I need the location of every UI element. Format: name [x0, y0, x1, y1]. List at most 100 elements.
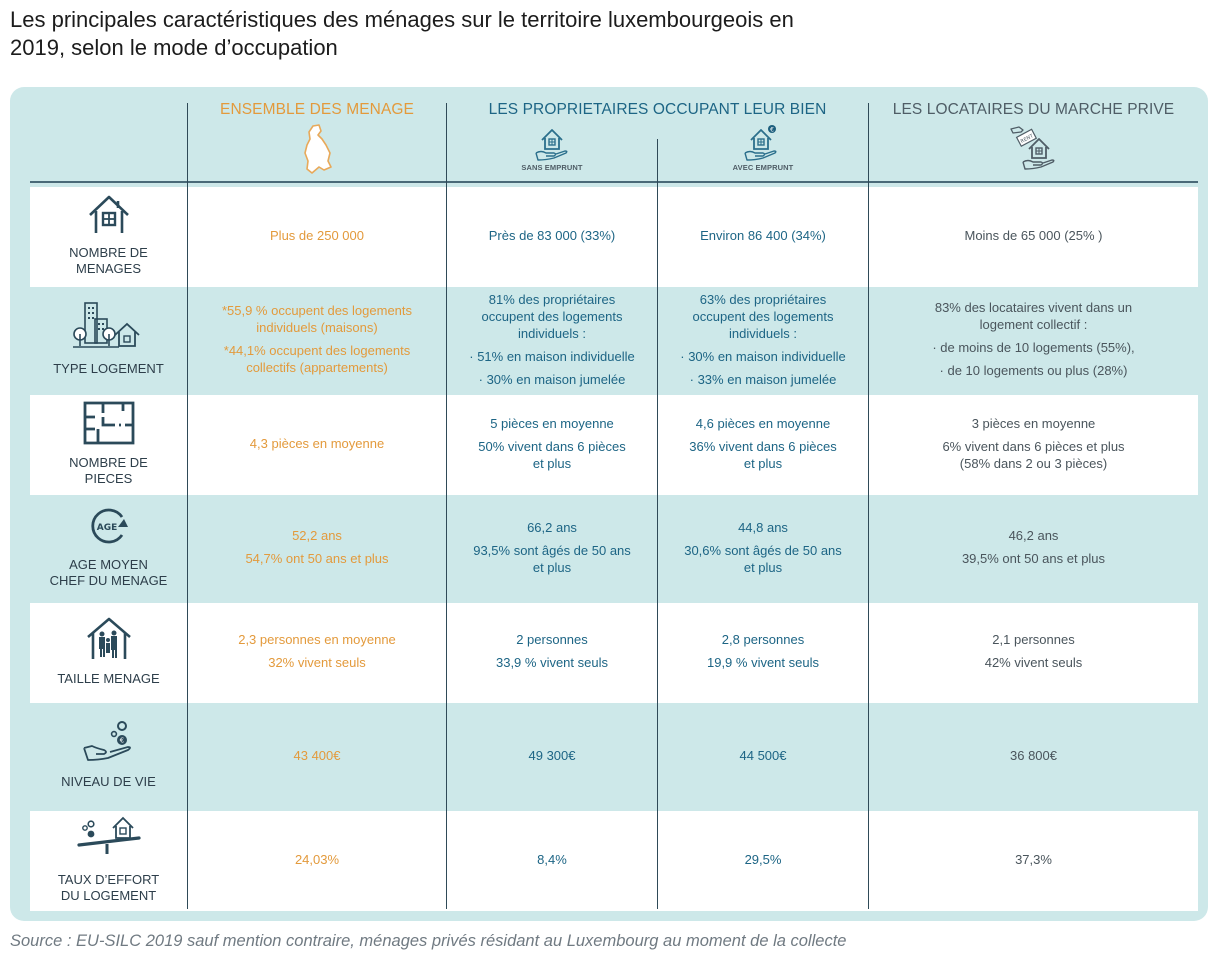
cell-text: occupent des logements — [692, 308, 834, 324]
cell-sans-emprunt: 66,2 ans 93,5% sont âgés de 50 ans et plus — [447, 495, 657, 599]
table-row: NOMBRE DE MENAGES Plus de 250 000 Près de 8… — [30, 183, 1198, 287]
house-icon — [84, 193, 134, 241]
column-divider-1 — [187, 103, 188, 909]
cell-text: individuels (maisons) — [256, 320, 378, 335]
column-divider-2 — [446, 103, 447, 909]
row-label: PIECES — [84, 471, 133, 486]
cell-locataires: 3 pièces en moyenne 6% vivent dans 6 pièc… — [869, 391, 1198, 495]
cell-text: · 30% en maison individuelle — [680, 348, 846, 364]
cell-text: · 51% en maison individuelle — [469, 348, 635, 364]
family-house-icon — [84, 615, 134, 667]
cell-text: *44,1% occupent des logements — [223, 343, 411, 358]
cell-text: 63% des propriétaires — [699, 291, 827, 307]
header-proprietaires: LES PROPRIETAIRES OCCUPANT LEUR BIEN — [447, 101, 868, 119]
cell-text: 33,9 % vivent seuls — [495, 655, 608, 670]
age-cycle-icon: AGE — [86, 505, 132, 553]
cell-avec-emprunt: 4,6 pièces en moyenne 36% vivent dans 6 p… — [658, 391, 868, 495]
cell-text: 36% vivent dans 6 pièces — [689, 438, 837, 454]
row-header: AGE AGE MOYEN CHEF DU MENAGE — [30, 495, 187, 599]
row-header: NOMBRE DE PIECES — [30, 391, 187, 495]
cell-ensemble: 2,3 personnes en moyenne 32% vivent seuls — [188, 599, 446, 703]
cell-text: · de moins de 10 logements (55%), — [932, 340, 1135, 355]
header-avec-emprunt-label: AVEC EMPRUNT — [732, 163, 794, 172]
cell-text: 8,4% — [537, 851, 567, 867]
table-row: TAUX D’EFFORT DU LOGEMENT 24,03% 8,4% 29,5% 3… — [30, 807, 1198, 911]
row-label: DU LOGEMENT — [60, 888, 157, 903]
row-label: AGE MOYEN — [69, 557, 148, 572]
cell-ensemble: 24,03% — [188, 807, 446, 911]
svg-text:€: € — [770, 126, 774, 133]
cell-text: 42% vivent seuls — [984, 655, 1083, 670]
row-header: NOMBRE DE MENAGES — [30, 183, 187, 287]
table-row: € NIVEAU DE VIE 43 400€ 49 300€ 44 500€ 36 8… — [30, 703, 1198, 807]
cell-sans-emprunt: Près de 83 000 (33%) — [447, 183, 657, 287]
table-row: TAILLE MENAGE 2,3 personnes en moyenne 32%… — [30, 599, 1198, 703]
page-title: Les principales caractéristiques des mén… — [10, 6, 1110, 62]
row-label: TAILLE MENAGE — [57, 671, 160, 686]
row-label: CHEF DU MENAGE — [49, 573, 168, 588]
cell-sans-emprunt: 81% des propriétaires occupent des logeme… — [447, 287, 657, 391]
cell-text: *55,9 % occupent des logements — [221, 303, 413, 318]
cell-sans-emprunt: 8,4% — [447, 807, 657, 911]
cell-text: 4,6 pièces en moyenne — [695, 415, 831, 431]
header-sans-emprunt: SANS EMPRUNT — [447, 123, 657, 172]
cell-text: individuels : — [518, 325, 586, 341]
cell-ensemble: Plus de 250 000 — [188, 183, 446, 287]
table-row: TYPE LOGEMENT *55,9 % occupent des logeme… — [30, 287, 1198, 391]
header-ensemble: ENSEMBLE DES MENAGE — [188, 101, 446, 175]
cell-text: 54,7% ont 50 ans et plus — [245, 551, 389, 566]
column-divider-4 — [868, 103, 869, 909]
cell-avec-emprunt: 29,5% — [658, 807, 868, 911]
cell-sans-emprunt: 5 pièces en moyenne 50% vivent dans 6 piè… — [447, 391, 657, 495]
cell-text: 32% vivent seuls — [268, 655, 366, 670]
header-avec-emprunt: € AVEC EMPRUNT — [658, 123, 868, 172]
cell-avec-emprunt: Environ 86 400 (34%) — [658, 183, 868, 287]
cell-text: logement collectif : — [979, 317, 1088, 332]
cell-avec-emprunt: 2,8 personnes 19,9 % vivent seuls — [658, 599, 868, 703]
row-header: TYPE LOGEMENT — [30, 287, 187, 391]
cell-text: 4,3 pièces en moyenne — [249, 435, 385, 451]
cell-text: 44 500€ — [739, 747, 787, 763]
cell-text: · de 10 logements ou plus (28%) — [939, 363, 1128, 378]
cell-text: 52,2 ans — [292, 528, 342, 543]
floor-plan-icon — [81, 399, 137, 451]
row-label: NIVEAU DE VIE — [61, 774, 156, 789]
cell-text: individuels : — [729, 325, 797, 341]
cell-text: Moins de 65 000 (25% ) — [964, 227, 1103, 243]
cell-ensemble: *55,9 % occupent des logements individuel… — [188, 287, 446, 391]
row-label: NOMBRE DE — [69, 245, 148, 260]
cell-locataires: 36 800€ — [869, 703, 1198, 807]
cell-text: 2,8 personnes — [721, 632, 805, 647]
cell-locataires: 37,3% — [869, 807, 1198, 911]
cell-avec-emprunt: 63% des propriétaires occupent des logeme… — [658, 287, 868, 391]
cell-text: 30,6% sont âgés de 50 ans — [684, 542, 842, 558]
cell-text: et plus — [532, 455, 572, 471]
cell-text: 24,03% — [294, 851, 340, 867]
svg-text:€: € — [119, 737, 123, 745]
cell-text: 83% des locataires vivent dans un — [934, 300, 1133, 315]
row-header: TAUX D’EFFORT DU LOGEMENT — [30, 807, 187, 911]
row-label: NOMBRE DE — [69, 455, 148, 470]
table-row: NOMBRE DE PIECES 4,3 pièces en moyenne 5 pi… — [30, 391, 1198, 495]
title-line-1: Les principales caractéristiques des mén… — [10, 7, 794, 32]
row-header: € NIVEAU DE VIE — [30, 703, 187, 807]
hand-coins-icon: € — [78, 720, 140, 770]
cell-text: 46,2 ans — [1008, 528, 1059, 543]
row-header: TAILLE MENAGE — [30, 599, 187, 703]
cell-locataires: Moins de 65 000 (25% ) — [869, 183, 1198, 287]
cell-text: 66,2 ans — [527, 519, 577, 535]
cell-text: · 30% en maison jumelée — [478, 371, 626, 387]
balance-coins-house-icon — [69, 814, 149, 868]
cell-text: Environ 86 400 (34%) — [700, 227, 826, 243]
cell-locataires: 83% des locataires vivent dans un logemen… — [869, 287, 1198, 391]
header-locataires-label: LES LOCATAIRES DU MARCHE PRIVE — [892, 101, 1175, 118]
header-sans-emprunt-label: SANS EMPRUNT — [521, 163, 583, 172]
cell-text: 19,9 % vivent seuls — [706, 655, 819, 670]
cell-text: 29,5% — [744, 851, 782, 867]
cell-text: (58% dans 2 ou 3 pièces) — [959, 455, 1108, 471]
cell-text: 6% vivent dans 6 pièces et plus — [942, 438, 1125, 454]
cell-text: 36 800€ — [1010, 747, 1057, 763]
cell-text: Plus de 250 000 — [270, 227, 364, 243]
cell-text: 81% des propriétaires — [488, 291, 616, 307]
cell-text: 2,3 personnes en moyenne — [238, 632, 396, 647]
